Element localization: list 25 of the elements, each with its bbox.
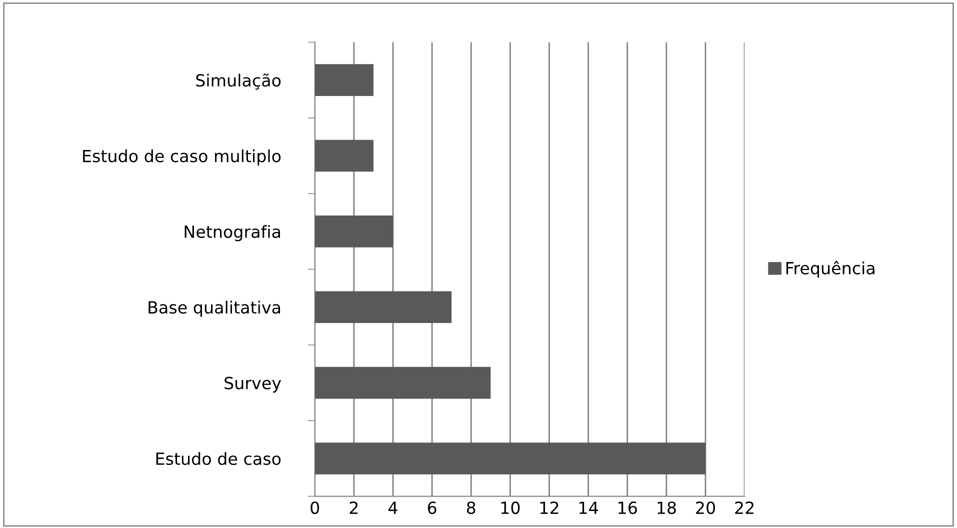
x-tick-label: 20 (696, 501, 715, 514)
x-tick-label: 6 (428, 501, 436, 514)
x-tick-label: 8 (466, 501, 476, 514)
y-tick-label: Simulação (196, 73, 281, 90)
bar (314, 64, 374, 96)
bar (314, 442, 706, 474)
x-tick-label: 2 (350, 501, 358, 514)
x-tick-label: 12 (540, 501, 558, 514)
x-tick-label: 0 (310, 501, 320, 514)
bar (314, 291, 452, 324)
y-tick-label: Base qualitativa (148, 300, 280, 317)
x-tick-label: 22 (735, 501, 754, 514)
x-tick-label: 4 (388, 502, 398, 514)
x-tick-label: 10 (501, 501, 520, 514)
bar (314, 216, 393, 248)
y-tick-label: Survey (224, 376, 282, 393)
bar (314, 140, 374, 172)
legend-label: Frequência (786, 260, 874, 278)
x-tick-label: 16 (618, 501, 637, 514)
x-tick-label: 14 (580, 502, 598, 514)
y-tick-label: Netnografia (184, 225, 280, 242)
y-tick-label: Estudo de caso (156, 452, 281, 466)
x-tick-label: 18 (658, 501, 676, 514)
y-tick-label: Estudo de caso multiplo (83, 149, 281, 166)
bar (314, 366, 491, 399)
